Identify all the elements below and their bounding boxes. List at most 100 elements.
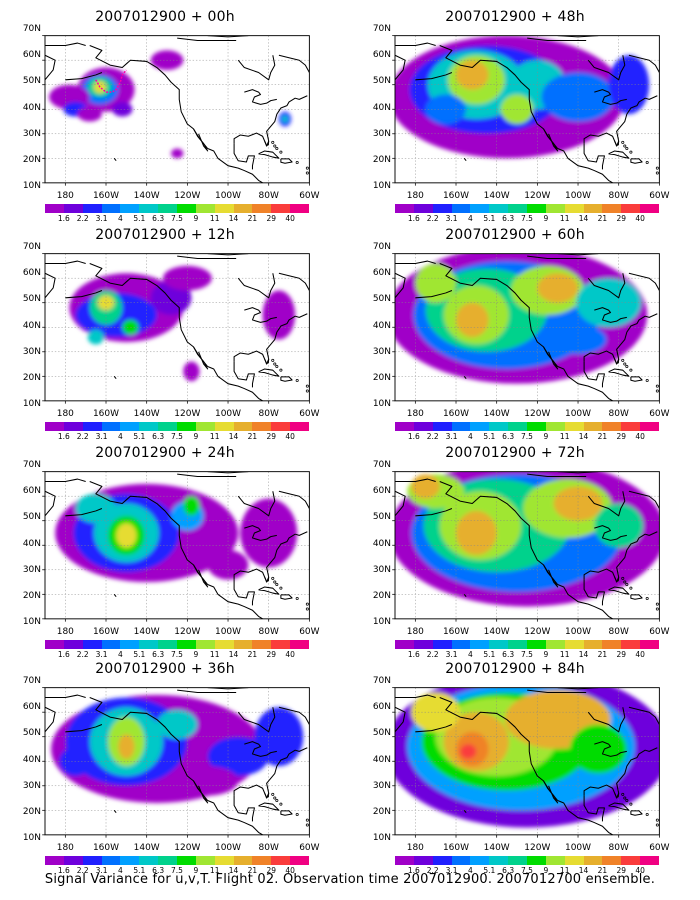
colorbar-label: 29	[266, 866, 277, 875]
coastline	[233, 361, 255, 388]
colorbar-swatch	[489, 640, 509, 649]
colorbar-label: 1.6	[407, 866, 420, 875]
colorbar-label: 21	[247, 866, 258, 875]
coastline	[233, 579, 255, 606]
coastline	[628, 706, 660, 726]
coastline	[614, 140, 620, 147]
colorbar-label: 4	[118, 650, 123, 659]
lat-tick-label: 60N	[372, 268, 391, 279]
variance-map	[42, 687, 310, 838]
colorbar-label: 9	[193, 650, 199, 659]
lat-tick-label: 40N	[22, 320, 41, 331]
colorbar-swatch	[489, 422, 509, 431]
colorbar-swatch	[158, 856, 178, 865]
lat-tick-label: 20N	[22, 372, 41, 383]
lat-tick-label: 70N	[372, 242, 391, 252]
coastline	[278, 272, 310, 292]
colorbar-label: 4	[118, 432, 123, 441]
variance-contour-region	[177, 766, 239, 796]
colorbar-swatch	[583, 640, 603, 649]
coastline	[278, 706, 310, 726]
colorbar-label: 4	[468, 214, 473, 223]
colorbar-swatch	[63, 856, 84, 865]
variance-contour-region	[183, 361, 200, 382]
variance-contour-region	[87, 329, 104, 345]
lat-tick-label: 60N	[22, 50, 41, 61]
colorbar-label: 7.5	[521, 866, 533, 875]
coastline	[463, 809, 467, 814]
lat-tick-label: 50N	[372, 512, 391, 523]
panel-title: 2007012900 + 60h	[445, 227, 585, 243]
lat-tick-label: 20N	[372, 590, 391, 601]
coastline	[463, 593, 467, 598]
lon-tick-label: 160W	[92, 843, 120, 853]
map-panel-36h: 2007012900 + 36h 70N 60N 50N 40N 30N 20N 10N 180…	[15, 660, 320, 875]
colorbar-swatch	[82, 204, 103, 213]
colorbar-label: 3.1	[95, 866, 108, 875]
colorbar-swatch	[508, 640, 528, 649]
colorbar-swatch	[271, 856, 291, 865]
colorbar-label: 4	[468, 866, 473, 875]
panel-title: 2007012900 + 72h	[445, 445, 585, 461]
panel-title: 2007012900 + 24h	[95, 445, 235, 461]
colorbar-label: 3.1	[95, 432, 108, 441]
colorbar-label: 40	[285, 866, 295, 875]
panel-title: 2007012900 + 84h	[445, 661, 585, 677]
colorbar-label: 6.3	[502, 650, 515, 659]
lat-tick-label: 40N	[22, 102, 41, 113]
colorbar-label: 6.3	[502, 432, 515, 441]
colorbar-swatch	[413, 204, 434, 213]
coastline	[439, 481, 613, 619]
coastline	[583, 95, 658, 147]
colorbar-swatch	[177, 204, 197, 213]
colorbar-swatch	[290, 856, 310, 865]
variance-contour-region	[415, 263, 457, 303]
colorbar-label: 5.1	[483, 214, 496, 223]
lat-tick-label: 30N	[22, 128, 41, 139]
colorbar-swatch	[63, 204, 84, 213]
coastline	[280, 594, 293, 600]
coastline	[395, 478, 436, 483]
colorbar-swatch	[451, 640, 471, 649]
colorbar-label: 3.1	[445, 214, 458, 223]
colorbar-label: 6.3	[152, 432, 165, 441]
colorbar-swatch	[120, 856, 140, 865]
colorbar-swatch	[290, 422, 310, 431]
colorbar-label: 2.2	[76, 650, 89, 659]
variance-contour-region	[460, 744, 477, 759]
colorbar-label: 1.6	[407, 650, 420, 659]
lat-tick-label: 50N	[22, 76, 41, 87]
colorbar-label: 4	[468, 432, 473, 441]
coastline	[594, 89, 627, 105]
coastline	[45, 272, 56, 299]
lon-tick-label: 60W	[649, 843, 670, 853]
lon-tick-label: 160W	[442, 409, 470, 419]
colorbar-swatch	[489, 856, 509, 865]
colorbar-swatch	[508, 856, 528, 865]
lon-tick-label: 160W	[92, 191, 120, 201]
lat-tick-label: 70N	[22, 24, 41, 34]
coastline	[630, 376, 643, 382]
colorbar-label: 40	[285, 214, 295, 223]
colorbar-swatch	[82, 422, 103, 431]
colorbar-swatch	[45, 856, 65, 865]
variance-contour-region	[77, 106, 102, 122]
variance-contour-region	[594, 503, 644, 548]
colorbar-label: 11	[209, 650, 220, 659]
colorbar-label: 3.1	[95, 214, 108, 223]
colorbar-swatch	[271, 204, 291, 213]
colorbar-swatch	[139, 640, 159, 649]
coastline	[594, 307, 627, 323]
map-panel-24h: 2007012900 + 24h 70N 60N 50N 40N 30N 20N 10N 180…	[15, 444, 320, 659]
lon-tick-label: 140W	[483, 409, 510, 419]
panel-title: 2007012900 + 36h	[95, 661, 235, 677]
coastline	[278, 54, 310, 74]
coastline	[630, 594, 643, 600]
colorbar-label: 2.2	[426, 214, 439, 223]
colorbar-swatch	[82, 856, 103, 865]
colorbar-label: 21	[247, 650, 258, 659]
coastline	[45, 706, 56, 733]
lon-tick-label: 180	[56, 409, 74, 419]
colorbar-label: 40	[635, 432, 645, 441]
lon-tick-label: 140W	[133, 191, 160, 201]
